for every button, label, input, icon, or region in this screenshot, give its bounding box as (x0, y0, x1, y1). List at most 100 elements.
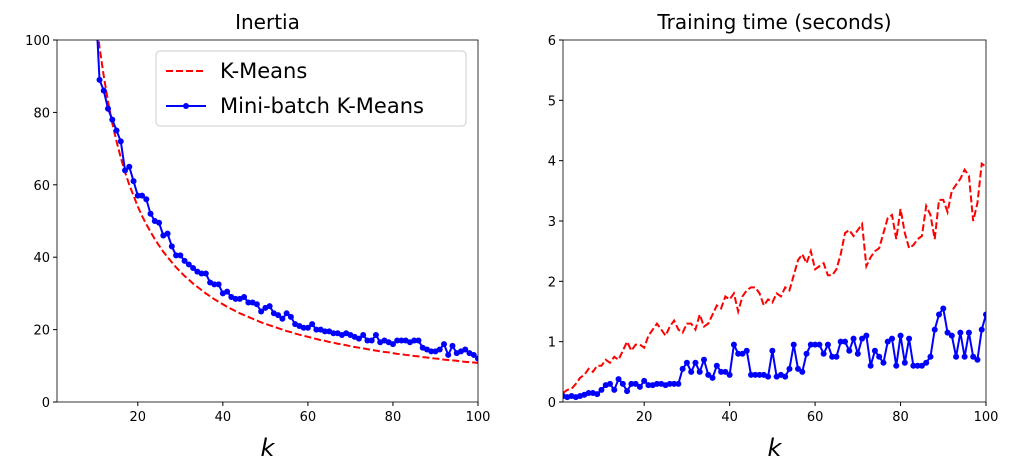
point (130, 178, 137, 185)
point (803, 350, 810, 357)
y-tick-label: 4 (548, 155, 556, 170)
point (428, 348, 435, 355)
point (440, 341, 447, 348)
point (722, 368, 729, 375)
point (927, 353, 934, 360)
point (368, 337, 375, 344)
point (100, 87, 107, 94)
point (812, 341, 819, 348)
legend-label: K-Means (220, 59, 307, 83)
point (936, 311, 942, 318)
point (462, 346, 469, 353)
legend-box (155, 50, 467, 127)
point (713, 362, 720, 369)
point (816, 341, 823, 348)
point (893, 362, 900, 369)
point (645, 382, 652, 389)
point (266, 303, 273, 310)
point (190, 265, 197, 272)
point (449, 342, 456, 349)
point (867, 362, 874, 369)
point (415, 337, 422, 344)
point (355, 335, 362, 342)
point (901, 359, 908, 366)
point (897, 332, 904, 339)
point (279, 315, 286, 322)
point (185, 261, 192, 268)
point (688, 368, 695, 375)
point (202, 270, 209, 277)
point (666, 380, 673, 387)
point (889, 335, 895, 342)
point (372, 332, 379, 339)
point (177, 252, 184, 259)
point (726, 371, 733, 378)
point (983, 311, 986, 318)
point (752, 371, 759, 378)
point (109, 116, 116, 123)
point (918, 362, 925, 369)
y-tick-label: 60 (33, 179, 50, 194)
point (611, 386, 618, 393)
point (786, 365, 793, 372)
point (122, 167, 129, 174)
point (696, 368, 703, 375)
point (607, 380, 613, 387)
point (624, 388, 631, 395)
point (701, 356, 707, 363)
point (436, 346, 443, 353)
point (756, 371, 763, 378)
point (389, 341, 396, 348)
point (748, 371, 754, 378)
point (871, 347, 878, 354)
point (923, 359, 930, 366)
y-tick-label: 100 (25, 34, 50, 49)
point (300, 324, 307, 331)
point (181, 257, 188, 264)
point (598, 386, 605, 393)
point (628, 380, 635, 387)
point (156, 219, 163, 226)
point (957, 329, 964, 336)
x-tick-label: 40 (721, 410, 738, 425)
point (619, 380, 626, 387)
point (313, 326, 320, 333)
point (679, 365, 686, 372)
point (675, 380, 682, 387)
y-tick-label: 2 (548, 275, 556, 290)
point (594, 391, 601, 398)
point (906, 335, 913, 342)
point (398, 337, 405, 344)
point (846, 347, 853, 354)
point (253, 301, 260, 308)
y-tick-label: 40 (33, 251, 50, 266)
point (113, 127, 120, 134)
point (743, 347, 750, 354)
point (863, 332, 870, 339)
point (224, 288, 231, 295)
point (245, 299, 252, 306)
point (931, 326, 938, 333)
x-tick-label: 80 (385, 410, 402, 425)
point (126, 163, 133, 170)
point (654, 380, 660, 387)
point (948, 332, 955, 339)
point (394, 337, 401, 344)
point (143, 196, 150, 203)
y-tick-label: 20 (33, 324, 50, 339)
point (692, 359, 699, 366)
chart-title: Training time (seconds) (656, 10, 891, 34)
point (168, 243, 175, 250)
point (769, 347, 776, 354)
point (139, 192, 146, 199)
point (705, 371, 712, 378)
point (884, 338, 891, 345)
point (411, 337, 418, 344)
y-tick-label: 6 (548, 34, 556, 49)
point (765, 373, 772, 380)
point (833, 353, 840, 360)
point (309, 321, 316, 328)
point (850, 335, 857, 342)
plot-area (96, 40, 478, 364)
